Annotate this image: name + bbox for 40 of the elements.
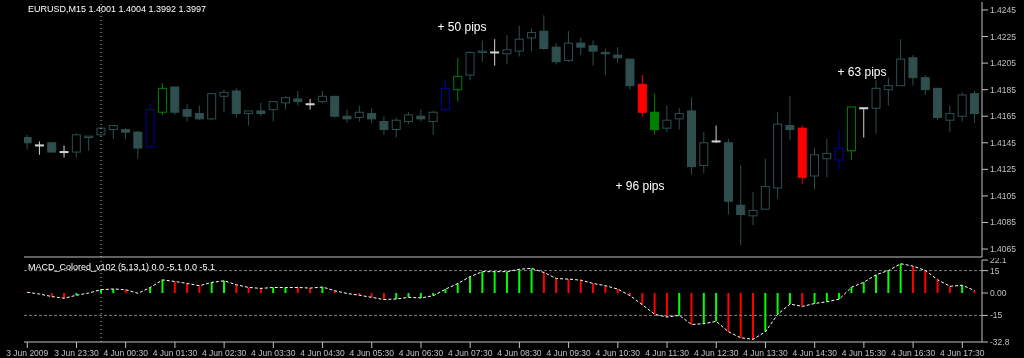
x-tick-label: 4 Jun 02:30: [201, 348, 247, 358]
x-tick-label: 4 Jun 08:30: [497, 348, 542, 358]
x-tick-label: 4 Jun 11:30: [645, 348, 690, 358]
x-tick-label: 4 Jun 13:30: [743, 348, 788, 358]
y-tick-label: 0.00: [990, 288, 1007, 299]
chart-title: MACD_Colored_v102 (5,13,1) 0.0 -5.1 0.0 -5.1: [28, 262, 216, 272]
y-tick-label: 1.4165: [990, 111, 1017, 122]
x-tick-label: 4 Jun 01:30: [152, 348, 198, 358]
x-tick-label: 4 Jun 00:30: [103, 348, 149, 358]
x-tick-label: 3 Jun 23:30: [54, 348, 99, 358]
y-tick-label: 1.4205: [990, 58, 1017, 69]
annotation: + 63 pips: [837, 65, 887, 79]
y-tick-label: -32.8: [990, 337, 1010, 348]
x-tick-label: 4 Jun 12:30: [694, 348, 739, 358]
x-tick-label: 4 Jun 10:30: [595, 348, 641, 358]
x-tick-label: 3 Jun 2009: [6, 348, 49, 358]
y-tick-label: 15: [990, 265, 1000, 276]
x-tick-label: 4 Jun 16:30: [890, 348, 936, 358]
chart-title: EURUSD,M15 1.4001 1.4004 1.3992 1.3997: [28, 4, 207, 14]
x-tick-label: 4 Jun 15:30: [841, 348, 887, 358]
y-tick-label: 1.4065: [990, 244, 1017, 255]
x-tick-label: 4 Jun 14:30: [792, 348, 838, 358]
x-tick-label: 4 Jun 17:30: [940, 348, 985, 358]
y-tick-label: 22.1: [990, 255, 1007, 266]
x-tick-label: 4 Jun 09:30: [546, 348, 592, 358]
x-tick-label: 4 Jun 07:30: [447, 348, 493, 358]
x-tick-label: 4 Jun 03:30: [251, 348, 296, 358]
y-tick-label: 1.4085: [990, 217, 1017, 228]
y-tick-label: 1.4225: [990, 31, 1017, 42]
y-tick-label: 1.4125: [990, 164, 1017, 175]
y-tick-label: 1.4105: [990, 190, 1017, 201]
y-tick-label: 1.4245: [990, 4, 1017, 15]
x-tick-label: 4 Jun 06:30: [398, 348, 444, 358]
annotation: + 50 pips: [437, 20, 487, 34]
x-tick-label: 4 Jun 04:30: [300, 348, 346, 358]
y-tick-label: 1.4145: [990, 137, 1017, 148]
y-tick-label: -15: [990, 310, 1003, 321]
y-tick-label: 1.4185: [990, 84, 1017, 95]
x-tick-label: 4 Jun 05:30: [349, 348, 395, 358]
annotation: + 96 pips: [615, 179, 665, 193]
